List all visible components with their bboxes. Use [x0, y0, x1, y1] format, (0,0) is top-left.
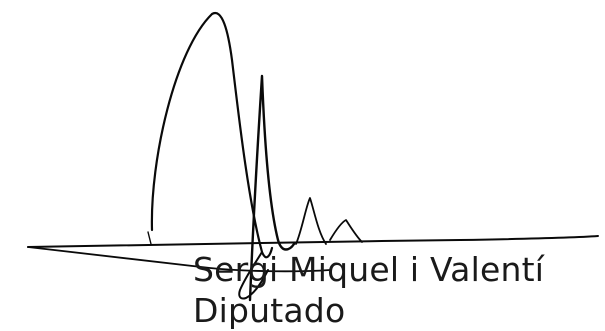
signer-role: Diputado	[193, 291, 346, 330]
signer-name: Sergi Miquel i Valentí	[193, 250, 545, 289]
